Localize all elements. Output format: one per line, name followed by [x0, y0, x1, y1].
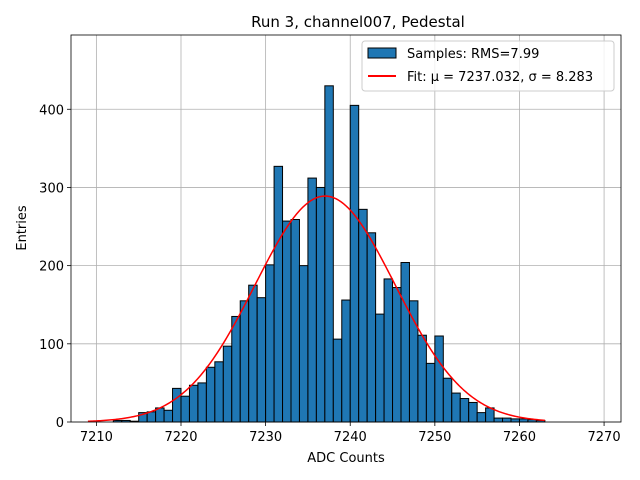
histogram-bar [358, 208, 368, 423]
legend-box [361, 40, 615, 92]
y-tick-label: 100 [39, 338, 64, 353]
histogram-bar [273, 165, 284, 423]
x-tick-label: 7210 [80, 430, 113, 445]
histogram-bar [425, 362, 436, 423]
legend: Samples: RMS=7.99 Fit: μ = 7237.032, σ =… [361, 40, 615, 92]
histogram-bar [349, 104, 360, 423]
x-axis-label: ADC Counts [307, 451, 385, 466]
histogram-bar [188, 384, 199, 423]
histogram-bar [400, 262, 410, 423]
histogram-bar [324, 85, 334, 423]
histogram-bar [366, 232, 377, 423]
histogram-bar [417, 334, 427, 423]
histogram-bar [315, 186, 326, 423]
histogram-bar [163, 409, 174, 423]
y-tick-label: 0 [56, 416, 64, 431]
legend-label-fit: Fit: μ = 7237.032, σ = 8.283 [407, 70, 593, 85]
histogram-bar [205, 366, 216, 423]
x-tick-label: 7220 [164, 430, 197, 445]
chart-title: Run 3, channel007, Pedestal [251, 13, 465, 31]
y-tick-label: 300 [39, 181, 64, 196]
x-tick-label: 7270 [588, 430, 621, 445]
histogram-bar [307, 177, 317, 423]
histogram-bar [476, 412, 487, 423]
y-axis-label: Entries [15, 205, 30, 251]
histogram-bar [282, 220, 292, 423]
histogram-bars [112, 85, 546, 423]
histogram-bar [222, 345, 233, 423]
histogram-bar [375, 313, 385, 423]
histogram-bar [459, 398, 470, 423]
y-tick-label: 400 [39, 103, 64, 118]
x-tick-label: 7240 [334, 430, 367, 445]
histogram-bar [248, 284, 258, 423]
histogram-bar [214, 361, 224, 423]
histogram-bar [231, 315, 241, 423]
y-tick-label: 200 [39, 260, 64, 275]
histogram-bar [180, 395, 190, 423]
histogram-bar [239, 300, 250, 423]
x-axis-ticks: 7210 7220 7230 7240 7250 7260 7270 [80, 422, 621, 445]
fit-curve [87, 195, 545, 423]
histogram-bar [510, 418, 520, 423]
histogram-bar [468, 401, 478, 423]
histogram-bar [290, 219, 300, 423]
histogram-bar [434, 335, 444, 423]
histogram-bar [485, 407, 495, 423]
x-tick-label: 7260 [503, 430, 536, 445]
histogram-bar [332, 338, 343, 423]
histogram-bar [265, 264, 275, 423]
histogram-bar [493, 417, 504, 423]
plot-frame [70, 34, 622, 423]
histogram-bar [341, 299, 351, 423]
histogram-bar [442, 377, 453, 423]
histogram-bar [451, 392, 461, 423]
histogram-bar [298, 265, 309, 423]
histogram-bar [172, 387, 182, 423]
histogram-bar [197, 382, 207, 423]
x-tick-label: 7250 [418, 430, 451, 445]
x-tick-label: 7230 [249, 430, 282, 445]
histogram-bar [518, 418, 529, 423]
legend-patch-samples [367, 47, 397, 59]
histogram-bar [392, 287, 402, 423]
histogram-bar [383, 278, 394, 423]
histogram-bar [256, 297, 267, 423]
y-axis-ticks: 0 100 200 300 400 [39, 103, 71, 431]
legend-label-samples: Samples: RMS=7.99 [407, 47, 539, 62]
histogram-bar [502, 417, 512, 423]
